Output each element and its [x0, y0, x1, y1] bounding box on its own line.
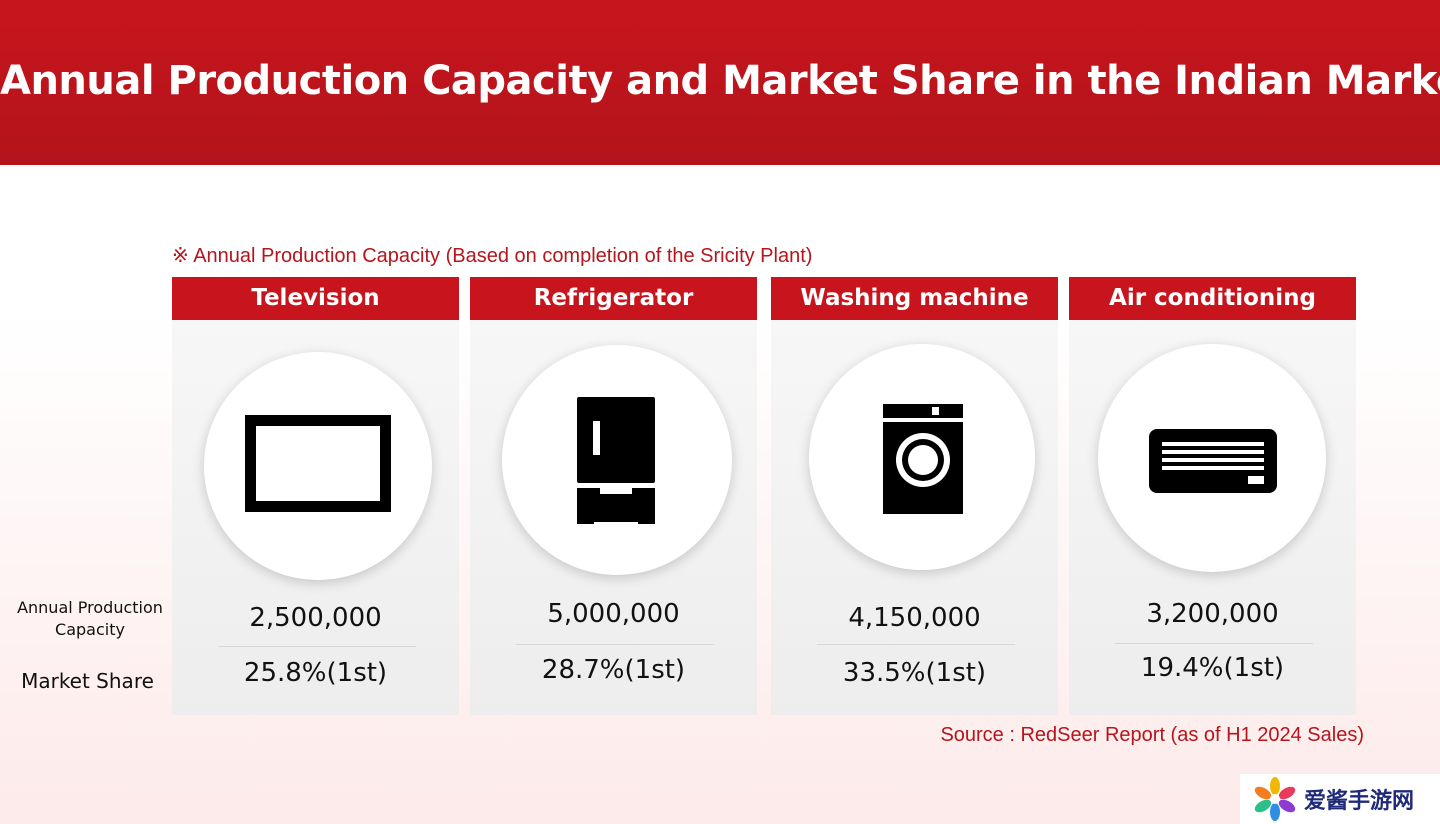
- market-share-value: 28.7%(1st): [541, 655, 686, 685]
- product-card-air-conditioning: Air conditioning 3,200,000 19.4%(1st): [1069, 277, 1356, 715]
- market-share-value: 33.5%(1st): [842, 658, 987, 688]
- capacity-row-label: Annual Production Capacity: [10, 597, 170, 641]
- row-divider: [218, 646, 416, 647]
- row-divider: [516, 644, 714, 645]
- product-card-washing-machine: Washing machine 4,150,000 33.5%(1st): [771, 277, 1058, 715]
- watermark: 爱酱手游网: [1240, 774, 1440, 824]
- capacity-row-label-line2: Capacity: [55, 620, 125, 639]
- card-header: Washing machine: [771, 277, 1058, 320]
- product-card-television: Television 2,500,000 25.8%(1st): [172, 277, 459, 715]
- card-header: Television: [172, 277, 459, 320]
- capacity-row-label-line1: Annual Production: [17, 598, 163, 617]
- source-note: Source : RedSeer Report (as of H1 2024 S…: [940, 724, 1364, 746]
- capacity-value: 3,200,000: [1146, 599, 1279, 629]
- flower-logo-icon: [1254, 777, 1296, 821]
- product-card-refrigerator: Refrigerator 5,000,000 28.7%(1st): [470, 277, 757, 715]
- icon-circle: [204, 352, 432, 580]
- capacity-value: 4,150,000: [848, 603, 981, 633]
- washing-machine-icon: [883, 404, 963, 514]
- icon-circle: [1098, 344, 1326, 572]
- page-title: Annual Production Capacity and Market Sh…: [0, 58, 1440, 104]
- capacity-value: 5,000,000: [547, 599, 680, 629]
- watermark-text: 爱酱手游网: [1304, 789, 1415, 814]
- tv-icon: [245, 415, 391, 512]
- refrigerator-icon: [577, 397, 655, 524]
- row-divider: [817, 644, 1015, 645]
- card-header: Air conditioning: [1069, 277, 1356, 320]
- market-share-value: 25.8%(1st): [243, 658, 388, 688]
- icon-circle: [809, 344, 1035, 570]
- market-share-value: 19.4%(1st): [1140, 653, 1285, 683]
- market-share-row-label: Market Share: [21, 669, 154, 693]
- header-banner: Annual Production Capacity and Market Sh…: [0, 0, 1440, 165]
- card-header: Refrigerator: [470, 277, 757, 320]
- icon-circle: [502, 345, 732, 575]
- air-conditioner-icon: [1149, 429, 1277, 493]
- capacity-value: 2,500,000: [249, 603, 382, 633]
- capacity-note: ※ Annual Production Capacity (Based on c…: [172, 245, 813, 267]
- row-divider: [1115, 643, 1313, 644]
